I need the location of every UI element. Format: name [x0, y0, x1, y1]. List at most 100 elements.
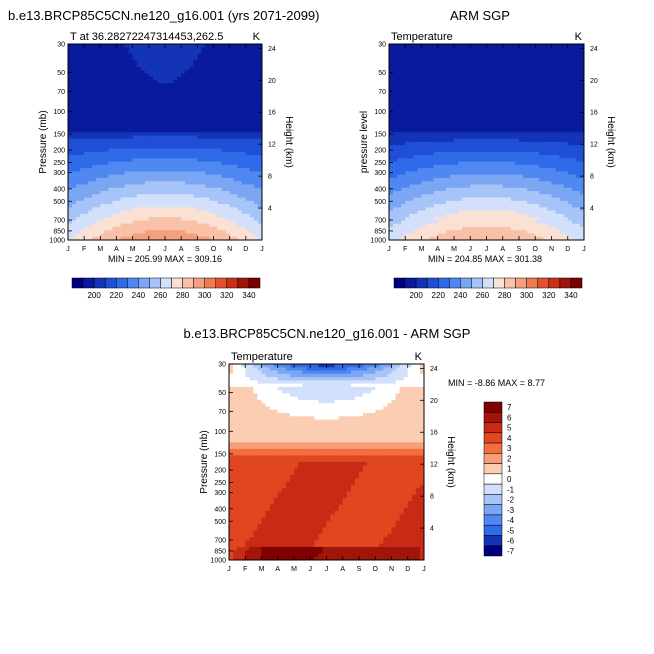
heatmap-cell [100, 44, 105, 48]
heatmap-cell [213, 60, 218, 64]
heatmap-cell [498, 119, 504, 123]
heatmap-cell [498, 132, 504, 136]
heatmap-cell [409, 57, 414, 61]
heatmap-cell [393, 197, 398, 202]
heatmap-cell [88, 96, 93, 100]
heatmap-cell [425, 73, 431, 78]
heatmap-cell [197, 233, 202, 238]
heatmap-cell [437, 44, 443, 48]
heatmap-cell [490, 207, 496, 211]
heatmap-cell [165, 112, 170, 117]
heatmap-cell [482, 207, 487, 211]
heatmap-cell [514, 207, 520, 211]
heatmap-cell [144, 70, 150, 74]
heatmap-cell [494, 187, 500, 192]
heatmap-cell [478, 60, 483, 64]
heatmap-cell [140, 102, 146, 107]
heatmap-cell [393, 60, 398, 64]
heatmap-cell [421, 174, 426, 179]
heatmap-cell [217, 174, 222, 179]
heatmap-cell [249, 76, 255, 81]
heatmap-cell [209, 145, 214, 149]
heatmap-cell [474, 128, 479, 133]
heatmap-cell [523, 106, 528, 110]
heatmap-cell [144, 89, 150, 94]
heatmap-cell [225, 194, 231, 198]
heatmap-cell [177, 207, 182, 211]
heatmap-cell [84, 142, 89, 146]
heatmap-cell [116, 184, 121, 189]
heatmap-cell [417, 142, 422, 146]
heatmap-cell [445, 145, 451, 149]
heatmap-cell [241, 164, 247, 169]
heatmap-cell [116, 158, 121, 162]
heatmap-cell [413, 187, 418, 192]
heatmap-cell [241, 161, 247, 166]
heatmap-cell [417, 207, 422, 211]
heatmap-cell [160, 171, 166, 176]
heatmap-cell [152, 86, 158, 91]
heatmap-cell [393, 142, 398, 146]
heatmap-cell [173, 79, 178, 84]
heatmap-cell [189, 174, 194, 179]
heatmap-cell [177, 194, 182, 198]
heatmap-cell [257, 187, 263, 192]
heatmap-cell [156, 174, 162, 179]
heatmap-cell [245, 191, 251, 195]
heatmap-cell [84, 99, 89, 104]
heatmap-cell [498, 158, 504, 162]
heatmap-cell [221, 226, 227, 231]
heatmap-cell [181, 217, 186, 221]
heatmap-cell [429, 151, 435, 156]
heatmap-cell [156, 151, 162, 156]
heatmap-cell [441, 233, 447, 238]
heatmap-cell [519, 148, 524, 153]
heatmap-cell [237, 89, 243, 94]
heatmap-cell [237, 44, 243, 48]
heatmap-cell [474, 60, 479, 64]
heatmap-cell [124, 220, 130, 225]
heatmap-cell [494, 210, 500, 215]
heatmap-cell [80, 96, 85, 100]
heatmap-cell [132, 171, 138, 176]
heatmap-cell [490, 132, 496, 136]
heatmap-cell [68, 187, 73, 192]
heatmap-cell [225, 220, 231, 225]
heatmap-cell [502, 161, 508, 166]
heatmap-cell [148, 233, 154, 238]
heatmap-cell [502, 63, 508, 68]
heatmap-cell [173, 194, 178, 198]
heatmap-cell [189, 226, 194, 231]
heatmap-cell [156, 213, 162, 218]
heatmap-cell [100, 204, 105, 208]
heatmap-cell [221, 181, 227, 185]
heatmap-cell [152, 155, 158, 159]
heatmap-cell [257, 60, 263, 64]
heatmap-cell [148, 187, 154, 192]
heatmap-cell [112, 236, 117, 241]
heatmap-cell [433, 148, 439, 153]
heatmap-cell [76, 236, 81, 241]
heatmap-cell [421, 148, 426, 153]
heatmap-cell [253, 122, 259, 127]
heatmap-cell [193, 112, 198, 117]
heatmap-cell [510, 191, 516, 195]
heatmap-cell [245, 93, 251, 97]
heatmap-cell [519, 135, 524, 140]
heatmap-cell [193, 138, 198, 143]
heatmap-cell [506, 220, 512, 225]
heatmap-cell [425, 135, 431, 140]
heatmap-cell [409, 187, 414, 192]
heatmap-cell [181, 230, 186, 234]
heatmap-cell [466, 66, 471, 71]
heatmap-cell [486, 57, 491, 61]
heatmap-cell [445, 233, 451, 238]
heatmap-cell [160, 210, 166, 215]
heatmap-cell [92, 115, 97, 120]
heatmap-cell [72, 213, 77, 218]
heatmap-cell [189, 112, 194, 117]
heatmap-cell [152, 164, 158, 169]
heatmap-cell [502, 135, 508, 140]
heatmap-cell [466, 217, 471, 221]
heatmap-cell [425, 181, 431, 185]
